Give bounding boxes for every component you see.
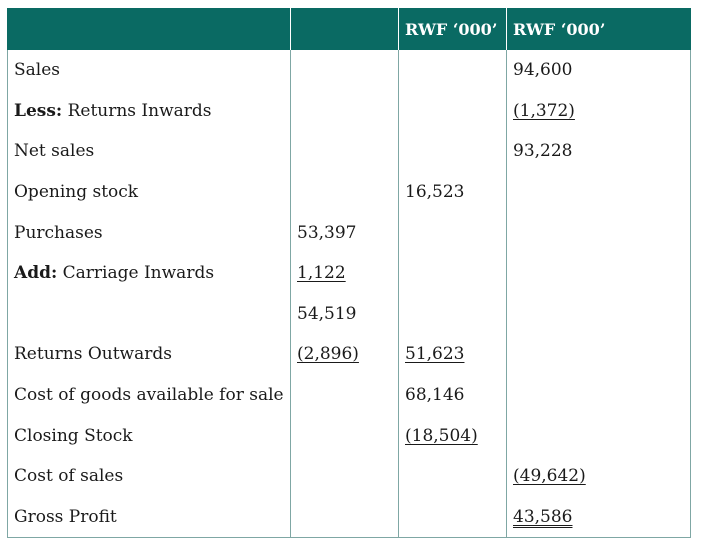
table-header-row: RWF ‘000’ RWF ‘000’ <box>7 8 691 50</box>
cell-col2 <box>398 455 507 497</box>
cell-col2 <box>398 252 507 294</box>
cell-col1 <box>290 131 399 172</box>
cell-col3 <box>506 334 691 375</box>
table-row: Add: Carriage Inwards 1,122 <box>7 252 691 294</box>
cell-col1-value: 53,397 <box>297 222 357 243</box>
row-label-text: Returns Outwards <box>14 344 172 365</box>
cell-col2 <box>398 50 507 91</box>
table-row: Gross Profit 43,586 <box>7 496 691 538</box>
cell-col3 <box>506 171 691 213</box>
cell-col1: 1,122 <box>290 252 399 294</box>
table-row: Opening stock 16,523 <box>7 171 691 213</box>
row-label-text: Purchases <box>14 222 103 243</box>
cell-col3: (1,372) <box>506 90 691 132</box>
cell-col3 <box>506 212 691 253</box>
cell-col2 <box>398 496 507 538</box>
row-label-prefix: Less: <box>14 100 63 121</box>
cell-col3: 43,586 <box>506 496 691 538</box>
header-cell-col1 <box>290 8 399 50</box>
row-label: Cost of goods available for sale <box>7 374 291 416</box>
table-row: Purchases 53,397 <box>7 212 691 253</box>
table-row: Sales 94,600 <box>7 50 691 91</box>
table-row: Returns Outwards (2,896) 51,623 <box>7 334 691 375</box>
cell-col2 <box>398 90 507 132</box>
row-label: Opening stock <box>7 171 291 213</box>
cell-col1-value: 54,519 <box>297 303 357 324</box>
row-label-prefix: Add: <box>14 263 58 284</box>
cell-col2 <box>398 212 507 253</box>
cell-col2-value: 51,623 <box>405 344 465 365</box>
row-label-text: Cost of sales <box>14 466 124 487</box>
cell-col3 <box>506 374 691 416</box>
cell-col1 <box>290 171 399 213</box>
table-row: Cost of sales (49,642) <box>7 455 691 497</box>
row-label-text: Returns Inwards <box>62 100 212 121</box>
header-cell-col3: RWF ‘000’ <box>506 8 691 50</box>
cell-col2: (18,504) <box>398 415 507 456</box>
cell-col3: 94,600 <box>506 50 691 91</box>
cell-col2 <box>398 131 507 172</box>
row-label-text: Carriage Inwards <box>57 263 215 284</box>
cell-col1: 54,519 <box>290 293 399 335</box>
cell-col2: 16,523 <box>398 171 507 213</box>
row-label-text: Closing Stock <box>14 425 133 446</box>
table-row: Less: Returns Inwards (1,372) <box>7 90 691 132</box>
cell-col1: 53,397 <box>290 212 399 253</box>
trading-account-statement: RWF ‘000’ RWF ‘000’ Sales 94,600 Less: R… <box>7 8 691 538</box>
cell-col3 <box>506 293 691 335</box>
cell-col1 <box>290 90 399 132</box>
row-label: Less: Returns Inwards <box>7 90 291 132</box>
header-cell-col2: RWF ‘000’ <box>398 8 507 50</box>
row-label-text: Opening stock <box>14 182 139 203</box>
row-label: Returns Outwards <box>7 334 291 375</box>
cell-col2-value: 16,523 <box>405 182 465 203</box>
row-label: Purchases <box>7 212 291 253</box>
row-label-text: Cost of goods available for sale <box>14 385 284 406</box>
cell-col1-value: (2,896) <box>297 344 359 365</box>
row-label: Cost of sales <box>7 455 291 497</box>
table-row: 54,519 <box>7 293 691 335</box>
cell-col3: 93,228 <box>506 131 691 172</box>
cell-col1 <box>290 455 399 497</box>
cell-col1-value: 1,122 <box>297 263 346 284</box>
row-label: Sales <box>7 50 291 91</box>
cell-col3-value: (1,372) <box>513 100 575 121</box>
cell-col3: (49,642) <box>506 455 691 497</box>
row-label-text: Net sales <box>14 141 95 162</box>
row-label: Closing Stock <box>7 415 291 456</box>
cell-col2: 51,623 <box>398 334 507 375</box>
cell-col1 <box>290 415 399 456</box>
cell-col1 <box>290 50 399 91</box>
cell-col1 <box>290 496 399 538</box>
cell-col3 <box>506 252 691 294</box>
statement-table: RWF ‘000’ RWF ‘000’ Sales 94,600 Less: R… <box>7 8 691 538</box>
cell-col2 <box>398 293 507 335</box>
cell-col3-value: 94,600 <box>513 60 573 81</box>
cell-col2-value: 68,146 <box>405 385 465 406</box>
cell-col3-value: 43,586 <box>513 506 573 527</box>
row-label: Add: Carriage Inwards <box>7 252 291 294</box>
cell-col1 <box>290 374 399 416</box>
cell-col3-value: 93,228 <box>513 141 573 162</box>
table-row: Closing Stock (18,504) <box>7 415 691 456</box>
row-label-text: Sales <box>14 60 61 81</box>
table-row: Net sales 93,228 <box>7 131 691 172</box>
row-label <box>7 293 291 335</box>
row-label-text: Gross Profit <box>14 506 117 527</box>
cell-col1: (2,896) <box>290 334 399 375</box>
row-label: Gross Profit <box>7 496 291 538</box>
cell-col3 <box>506 415 691 456</box>
cell-col3-value: (49,642) <box>513 466 586 487</box>
table-row: Cost of goods available for sale 68,146 <box>7 374 691 416</box>
row-label: Net sales <box>7 131 291 172</box>
header-cell-description <box>7 8 291 50</box>
cell-col2: 68,146 <box>398 374 507 416</box>
cell-col2-value: (18,504) <box>405 425 478 446</box>
